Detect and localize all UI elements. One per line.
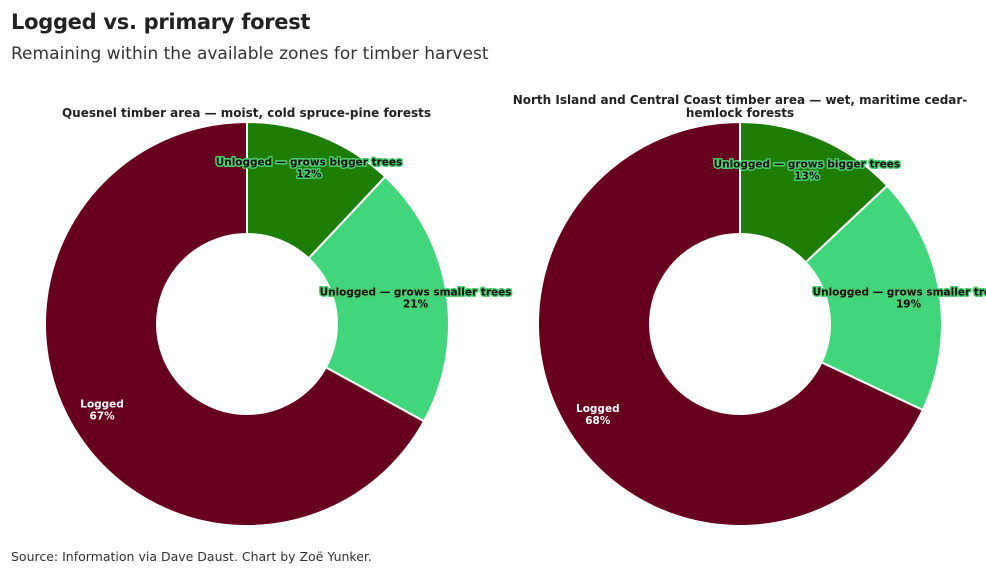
- slice-value-unlogged-grows-bigger-trees: 12%: [296, 168, 322, 180]
- slice-unlogged-grows-smaller-trees: [307, 175, 450, 423]
- slice-logged: [537, 120, 925, 527]
- slice-label-unlogged-grows-bigger-trees: Unlogged — grows bigger trees: [216, 156, 403, 168]
- slice-logged: [44, 120, 426, 527]
- slice-label-unlogged-grows-smaller-trees: Unlogged — grows smaller trees: [813, 286, 986, 298]
- slice-label-logged: Logged: [80, 399, 124, 411]
- slice-value-logged: 68%: [585, 415, 611, 427]
- donut-title-quesnel: Quesnel timber area — moist, cold spruce…: [61, 106, 432, 120]
- slice-label-logged: Logged: [576, 403, 620, 415]
- slice-value-unlogged-grows-smaller-trees: 21%: [403, 298, 429, 310]
- source-note: Source: Information via Dave Daust. Char…: [11, 549, 372, 564]
- chart-subtitle: Remaining within the available zones for…: [11, 44, 489, 64]
- slice-label-unlogged-grows-bigger-trees: Unlogged — grows bigger trees: [714, 158, 901, 170]
- donut-title-north-island: North Island and Central Coast timber ar…: [512, 93, 968, 120]
- slice-value-unlogged-grows-smaller-trees: 19%: [896, 298, 922, 310]
- chart-title: Logged vs. primary forest: [11, 10, 311, 34]
- slice-value-logged: 67%: [89, 411, 115, 423]
- slice-unlogged-grows-smaller-trees: [804, 184, 943, 412]
- slice-label-unlogged-grows-smaller-trees: Unlogged — grows smaller trees: [320, 286, 512, 298]
- slice-value-unlogged-grows-bigger-trees: 13%: [794, 170, 820, 182]
